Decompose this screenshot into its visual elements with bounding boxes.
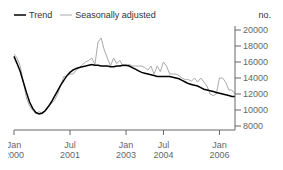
html-text:no.: no. [258,10,271,20]
svg-text:20000: 20000 [243,25,268,35]
svg-text:14000: 14000 [243,73,268,83]
svg-text:10000: 10000 [243,105,268,115]
html-text:Seasonally adjusted: Seasonally adjusted [75,10,156,20]
html-text:Trend: Trend [29,10,53,20]
svg-text:18000: 18000 [243,41,268,51]
svg-text:Jul2001: Jul2001 [60,140,80,160]
svg-text:16000: 16000 [243,57,268,67]
svg-text:Jul2004: Jul2004 [153,140,173,160]
svg-text:8000: 8000 [243,121,263,131]
svg-text:Jan2006: Jan2006 [209,140,229,160]
svg-text:12000: 12000 [243,89,268,99]
svg-text:Jan2003: Jan2003 [116,140,136,160]
svg-text:Jan2000: Jan2000 [8,140,24,160]
